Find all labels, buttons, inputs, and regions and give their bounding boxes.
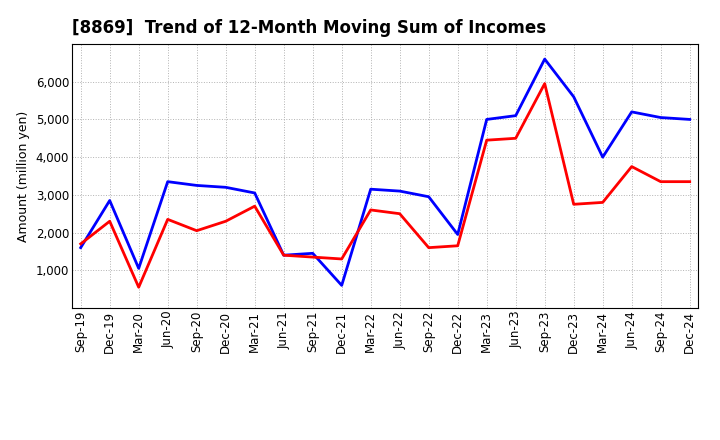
Ordinary Income <box>657 115 665 120</box>
Net Income <box>105 219 114 224</box>
Ordinary Income <box>395 188 404 194</box>
Ordinary Income <box>279 253 288 258</box>
Ordinary Income <box>366 187 375 192</box>
Line: Ordinary Income: Ordinary Income <box>81 59 690 286</box>
Ordinary Income <box>251 191 259 196</box>
Net Income <box>598 200 607 205</box>
Y-axis label: Amount (million yen): Amount (million yen) <box>17 110 30 242</box>
Text: [8869]  Trend of 12-Month Moving Sum of Incomes: [8869] Trend of 12-Month Moving Sum of I… <box>72 19 546 37</box>
Net Income <box>338 257 346 262</box>
Net Income <box>482 138 491 143</box>
Ordinary Income <box>308 251 317 256</box>
Ordinary Income <box>424 194 433 199</box>
Ordinary Income <box>221 185 230 190</box>
Net Income <box>308 254 317 260</box>
Net Income <box>221 219 230 224</box>
Ordinary Income <box>541 56 549 62</box>
Ordinary Income <box>598 154 607 160</box>
Ordinary Income <box>570 94 578 99</box>
Net Income <box>627 164 636 169</box>
Net Income <box>511 136 520 141</box>
Net Income <box>454 243 462 249</box>
Ordinary Income <box>163 179 172 184</box>
Net Income <box>279 253 288 258</box>
Ordinary Income <box>338 283 346 288</box>
Net Income <box>424 245 433 250</box>
Ordinary Income <box>511 113 520 118</box>
Net Income <box>251 204 259 209</box>
Ordinary Income <box>76 245 85 250</box>
Net Income <box>76 241 85 246</box>
Net Income <box>163 217 172 222</box>
Net Income <box>685 179 694 184</box>
Net Income <box>570 202 578 207</box>
Ordinary Income <box>685 117 694 122</box>
Net Income <box>395 211 404 216</box>
Net Income <box>135 285 143 290</box>
Net Income <box>657 179 665 184</box>
Line: Net Income: Net Income <box>81 84 690 287</box>
Ordinary Income <box>135 266 143 271</box>
Ordinary Income <box>627 109 636 114</box>
Net Income <box>366 207 375 213</box>
Ordinary Income <box>454 232 462 237</box>
Ordinary Income <box>192 183 201 188</box>
Net Income <box>192 228 201 233</box>
Ordinary Income <box>105 198 114 203</box>
Ordinary Income <box>482 117 491 122</box>
Net Income <box>541 81 549 86</box>
